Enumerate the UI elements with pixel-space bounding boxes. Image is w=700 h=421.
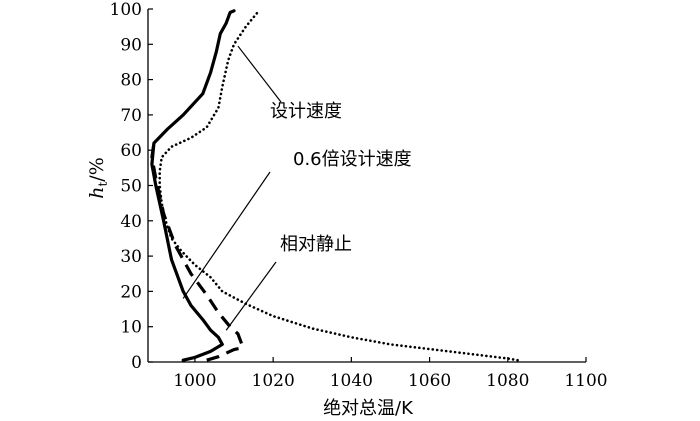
x-tick-label: 1060	[408, 371, 451, 391]
y-tick-label: 80	[120, 71, 142, 91]
annotation-label: 相对静止	[280, 234, 352, 255]
y-tick-label: 100	[110, 0, 142, 20]
series-line-dashed	[150, 142, 244, 362]
x-tick-label: 1040	[330, 371, 373, 391]
y-axis-title-sub: t	[96, 182, 110, 187]
x-tick-label: 1020	[252, 371, 295, 391]
series-line-dotted	[158, 11, 519, 362]
annotation-leader-line	[237, 45, 282, 103]
y-tick-label: 70	[120, 106, 142, 126]
y-tick-label: 0	[131, 353, 142, 373]
x-tick-label: 1100	[564, 371, 607, 391]
y-axis-title: ht/%	[86, 157, 110, 199]
y-axis-title-main: h	[86, 187, 108, 199]
series-line-solid	[150, 9, 236, 362]
annotation-label: 设计速度	[270, 101, 342, 122]
y-tick-label: 60	[120, 141, 142, 161]
annotation-leader-line	[225, 261, 277, 331]
y-axis-title-rest: /%	[86, 157, 108, 181]
y-tick-label: 20	[120, 282, 142, 302]
y-tick-label: 40	[120, 212, 142, 232]
x-axis-title: 绝对总温/K	[323, 398, 414, 419]
x-tick-label: 1000	[173, 371, 216, 391]
series-layer	[150, 9, 519, 362]
x-tick-label: 1080	[486, 371, 529, 391]
annotation-leader-line	[182, 171, 271, 299]
y-tick-label: 50	[120, 177, 142, 197]
y-tick-label: 90	[120, 35, 142, 55]
y-tick-label: 30	[120, 247, 142, 267]
tick-layer: 1000 1020 1040 1060 1080 11000102030405060708…	[110, 0, 608, 391]
y-tick-label: 10	[120, 318, 142, 338]
annotation-label: 0.6倍设计速度	[293, 149, 412, 170]
